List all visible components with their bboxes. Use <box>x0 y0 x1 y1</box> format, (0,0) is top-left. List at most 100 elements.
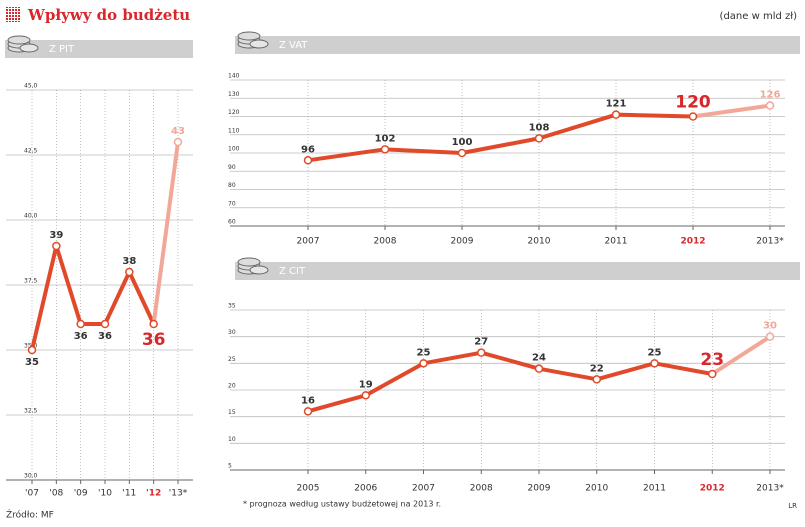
x-tick-label: 2007 <box>297 237 320 247</box>
y-tick-label: 40,0 <box>24 213 38 220</box>
x-tick-label: '07 <box>25 489 39 499</box>
y-tick-label: 45,0 <box>24 83 38 90</box>
y-tick-label: 10 <box>228 436 236 443</box>
x-tick-label: '10 <box>98 489 112 499</box>
x-tick-label: 2007 <box>412 484 435 494</box>
data-point <box>708 369 717 379</box>
data-line <box>307 350 713 414</box>
coin-icon <box>237 257 261 267</box>
x-tick-label: 2009 <box>451 237 474 247</box>
value-label: 24 <box>532 353 546 364</box>
y-tick-label: 25 <box>228 356 236 363</box>
data-point <box>100 319 110 329</box>
unit-note: (dane w mld zł) <box>720 11 798 22</box>
y-tick-label: 30,0 <box>24 473 38 480</box>
x-tick-label: 2010 <box>585 484 608 494</box>
x-tick-label: 2009 <box>528 484 551 494</box>
coin-icon <box>7 35 31 45</box>
data-line <box>307 112 694 163</box>
forecast-line <box>692 103 771 119</box>
section-title: Z PIT <box>49 44 75 55</box>
y-tick-label: 110 <box>228 127 240 134</box>
y-tick-label: 70 <box>228 200 236 207</box>
data-point <box>611 110 621 119</box>
x-tick-label: 2012 <box>680 237 705 247</box>
data-point <box>173 137 183 147</box>
data-point <box>534 134 544 143</box>
data-point <box>52 241 61 251</box>
y-tick-label: 42,5 <box>24 148 38 155</box>
y-tick-label: 100 <box>228 146 240 153</box>
value-label: 100 <box>452 137 473 148</box>
y-tick-label: 30 <box>228 329 236 336</box>
value-label: 108 <box>529 122 550 133</box>
value-label: 25 <box>648 347 662 358</box>
x-tick-label: 2008 <box>470 484 493 494</box>
value-label: 22 <box>590 363 604 374</box>
section-title: Z CIT <box>279 266 306 277</box>
y-tick-label: 80 <box>228 182 236 189</box>
value-label: 36 <box>142 330 166 350</box>
y-tick-label: 90 <box>228 164 236 171</box>
y-tick-label: 120 <box>228 109 240 116</box>
data-point <box>380 145 390 154</box>
y-tick-label: 15 <box>228 409 236 416</box>
data-point <box>125 267 134 277</box>
value-label: 126 <box>760 90 781 101</box>
source: Źródło: MF <box>6 509 54 521</box>
data-point <box>76 319 85 329</box>
coin-icon <box>249 265 269 275</box>
x-tick-label: '08 <box>49 489 63 499</box>
value-label: 43 <box>171 126 185 137</box>
x-tick-label: '12 <box>146 489 161 499</box>
credit: LR <box>788 502 797 510</box>
y-tick-label: 5 <box>228 463 232 470</box>
y-tick-label: 130 <box>228 91 240 98</box>
y-tick-label: 140 <box>228 73 240 80</box>
x-tick-label: 2011 <box>605 237 628 247</box>
value-label: 23 <box>700 350 724 370</box>
data-point <box>303 407 313 416</box>
coin-icon <box>19 43 39 53</box>
data-point <box>688 112 698 121</box>
forecast-line <box>711 334 772 376</box>
x-tick-label: 2012 <box>700 484 725 494</box>
x-tick-label: 2006 <box>354 484 377 494</box>
section-header <box>5 40 193 58</box>
y-tick-label: 32,5 <box>24 408 38 415</box>
data-point <box>650 359 659 368</box>
footnote: * prognoza według ustawy budżetowej na 2… <box>243 500 441 509</box>
value-label: 102 <box>375 133 396 144</box>
value-label: 16 <box>301 395 315 406</box>
x-tick-label: 2010 <box>528 237 551 247</box>
data-point <box>765 332 775 341</box>
section-title: Z VAT <box>279 40 308 51</box>
x-tick-label: 2011 <box>643 484 666 494</box>
section-header <box>235 36 800 54</box>
x-tick-label: '13* <box>169 489 188 499</box>
data-point <box>27 345 37 355</box>
value-label: 120 <box>675 93 711 113</box>
value-label: 36 <box>74 331 88 342</box>
data-point <box>477 348 486 357</box>
data-point <box>534 364 544 373</box>
data-point <box>765 101 775 110</box>
x-tick-label: 2013* <box>756 237 784 247</box>
title-icon <box>6 7 21 22</box>
data-point <box>592 375 601 384</box>
y-tick-label: 20 <box>228 383 236 390</box>
value-label: 96 <box>301 144 315 155</box>
value-label: 38 <box>122 256 136 267</box>
value-label: 35 <box>25 357 39 368</box>
forecast-line <box>151 141 180 325</box>
page-title: Wpływy do budżetu <box>27 6 190 24</box>
coin-icon <box>237 31 261 41</box>
data-point <box>149 319 158 329</box>
value-label: 25 <box>417 347 431 358</box>
x-tick-label: 2013* <box>756 484 784 494</box>
y-tick-label: 35 <box>228 303 236 310</box>
x-tick-label: 2008 <box>374 237 397 247</box>
value-label: 36 <box>98 331 112 342</box>
data-point <box>419 359 428 368</box>
